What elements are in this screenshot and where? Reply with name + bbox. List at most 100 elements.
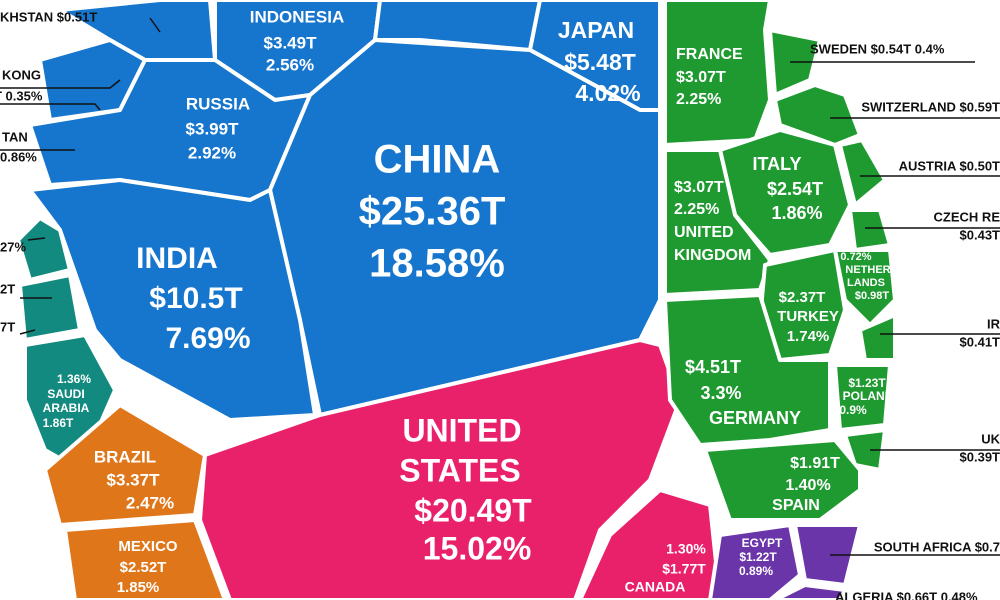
cell-label: KINGDOM [674,247,751,264]
cell-label: $2.52T [120,559,167,576]
cell [18,273,82,342]
cell [703,438,862,522]
callout-label: TAN [2,129,28,144]
cell [838,138,887,207]
cell [793,523,862,587]
cell [43,403,207,527]
callout-line [0,79,121,89]
callout-label: 7T [0,319,15,334]
cell [663,148,772,297]
cell [63,518,227,600]
cell-label: BRAZIL [94,447,156,466]
cell-label: ARABIA [43,401,90,415]
cell-label: TURKEY [777,308,839,325]
cell-label: $2.54T [767,179,823,199]
cell-label: 1.74% [787,328,830,345]
cell [773,83,862,147]
cell [848,208,892,252]
cell-label: 15.02% [423,530,532,566]
callout-label: KHSTAN $0.51T [0,9,97,24]
callout-label: KONG [2,67,41,82]
asia-region [28,0,662,422]
cell-label: $2.37T [779,289,826,306]
cell-label: 1.40% [785,477,830,494]
cell-label: $3.07T [674,179,724,196]
callout-lines [0,17,1000,556]
cell-label: 1.86% [771,203,822,223]
cell-label: 2.47% [126,493,174,512]
callout-label: UK [981,431,1000,446]
callout-label: IR [987,316,1000,331]
cell-labels: INDONESIA $3.49T 2.56% JAPAN $5.48T 4.02% RU… [43,7,894,595]
cell [663,293,832,447]
cell-label: 0.72% [840,251,871,263]
cell-label: 0.9% [839,403,867,417]
callout-line [149,17,161,33]
cell-label: CHINA [374,138,501,182]
cell-label: 1.36% [57,372,91,386]
cell [578,488,722,600]
cell-label: 7.69% [165,322,250,355]
cell-label: $25.36T [359,190,506,234]
cell [198,338,682,600]
cell-label: JAPAN [558,17,634,43]
cell-label: RUSSIA [186,94,250,113]
cell-label: $3.49T [264,33,318,52]
callout-labels: KHSTAN $0.51T KONG T 0.35% TAN 0.86% 27%… [0,9,1000,600]
cell-label: 0.89% [739,564,773,578]
callout-label: SWITZERLAND $0.59T [861,99,1000,114]
cell-label: 4.02% [575,80,640,106]
callout-label: $0.43T [960,227,1000,242]
cell-label: 2.25% [676,91,721,108]
cell-label: 2.92% [188,143,236,162]
cell-label: SAUDI [47,387,84,401]
cell-label: NETHER [845,264,890,276]
cell [268,38,662,417]
cell-label: 1.30% [666,541,706,557]
cell-label: 1.86T [43,416,74,430]
cell-label: UNITED [674,224,734,241]
callout-line [0,103,101,111]
callout-label: 2T [0,281,15,296]
cell-label: LANDS [847,277,885,289]
north-america-region [198,338,722,600]
callout-line [27,237,46,241]
cell-label: INDIA [136,242,218,275]
cell-label: STATES [399,452,520,488]
callout-label: $0.39T [960,449,1000,464]
cell-label: ITALY [752,154,801,174]
cell-label: EGYPT [742,536,783,550]
callout-label: T 0.35% [0,88,43,103]
cell [708,523,802,600]
cell [843,428,887,472]
callout-label: CZECH RE [934,209,1000,224]
cell-label: $1.22T [739,550,777,564]
cell-label: $1.77T [662,561,706,577]
cell-label: $4.51T [685,357,741,377]
callout-label: ALGERIA $0.66T 0.48% [835,589,978,600]
callout-label: SWEDEN $0.54T 0.4% [810,41,945,56]
cell-label: UNITED [402,412,521,448]
callout-line [19,329,36,335]
cell [663,0,772,147]
cell-label: 2.25% [674,201,719,218]
cell-label: MEXICO [118,538,178,555]
cell-label: $3.07T [676,69,726,86]
cell-label: SPAIN [772,497,820,514]
cell-label: CANADA [625,579,686,595]
cell-label: 2.56% [266,55,314,74]
cell-label: 18.58% [369,242,505,286]
cell-label: $20.49T [414,492,532,528]
cell-label: $0.98T [855,290,890,302]
cell-label: GERMANY [709,408,801,428]
callout-label: AUSTRIA $0.50T [899,158,1000,173]
cell-label: $5.48T [564,49,636,75]
cell-label: $1.91T [790,455,840,472]
cell-label: 3.3% [700,383,741,403]
cell-label: $1.23T [848,376,886,390]
callout-label: SOUTH AFRICA $0.7 [874,539,1000,554]
cell [833,363,892,432]
callout-label: 0.86% [0,149,37,164]
callout-label: $0.41T [960,334,1000,349]
cell-label: $3.37T [107,470,161,489]
